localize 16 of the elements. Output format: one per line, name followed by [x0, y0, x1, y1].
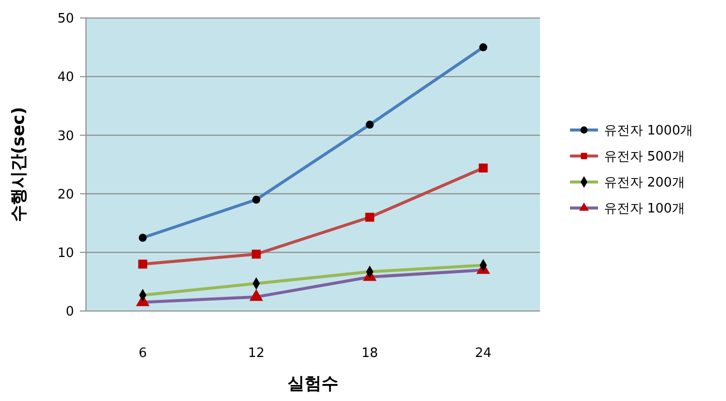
legend-label: 유전자 1000개	[604, 124, 694, 139]
legend-label: 유전자 200개	[604, 176, 685, 191]
y-tick-label: 50	[57, 12, 74, 27]
legend-label: 유전자 100개	[604, 202, 685, 217]
y-tick-label: 30	[57, 128, 74, 144]
y-tick-label: 40	[57, 70, 74, 86]
x-tick-label: 12	[248, 346, 265, 361]
y-axis-title: 수행시간(sec)	[9, 106, 29, 222]
y-tick-label: 0	[66, 304, 74, 320]
y-tick-label: 20	[57, 187, 74, 202]
y-tick-label: 10	[57, 246, 74, 261]
x-tick-label: 24	[474, 346, 492, 361]
x-tick-label: 6	[138, 346, 147, 361]
x-axis-title: 실험수	[288, 374, 338, 394]
legend-label: 유전자 500개	[604, 150, 685, 165]
x-tick-label: 18	[361, 346, 378, 361]
